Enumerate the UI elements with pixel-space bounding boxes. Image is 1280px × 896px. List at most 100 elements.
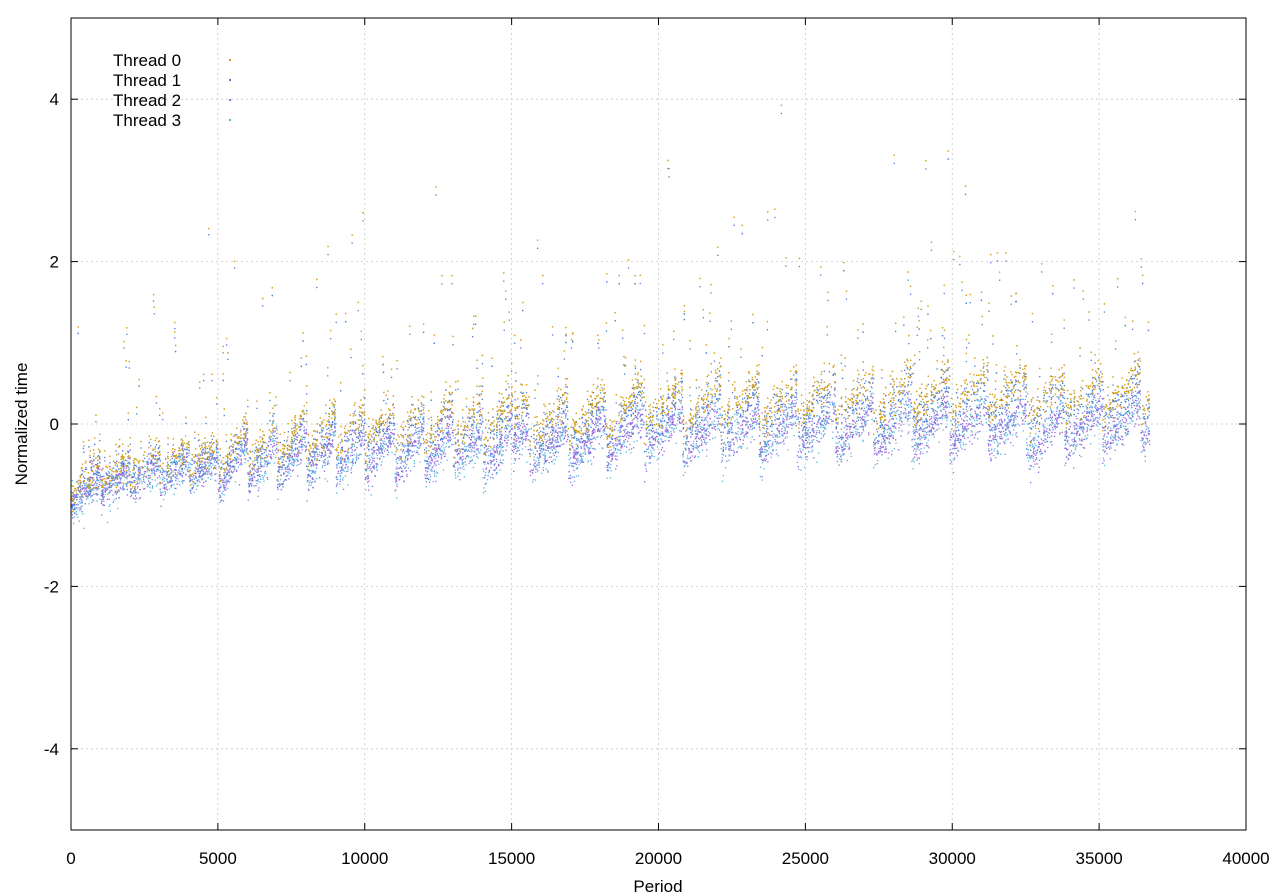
data-point (974, 419, 976, 422)
data-point (487, 474, 489, 477)
data-point (553, 444, 555, 446)
data-point (341, 472, 343, 474)
data-point (649, 437, 651, 439)
data-point (139, 488, 141, 491)
data-point (490, 463, 492, 465)
data-point (795, 394, 798, 396)
data-point (671, 427, 673, 429)
data-point (639, 408, 641, 410)
data-point (788, 403, 790, 405)
data-point (115, 473, 117, 476)
data-point (517, 436, 519, 438)
data-point (430, 452, 432, 454)
data-point (173, 451, 176, 453)
data-point (685, 462, 687, 464)
data-point (720, 448, 722, 450)
data-point (195, 477, 198, 479)
data-point (463, 448, 465, 451)
data-point (874, 449, 876, 452)
data-point (905, 401, 907, 403)
data-point (223, 481, 225, 483)
data-point (170, 486, 172, 488)
data-point (1082, 446, 1084, 449)
data-point (428, 463, 430, 465)
data-point (236, 470, 238, 473)
data-point (678, 412, 680, 414)
data-point (1099, 423, 1101, 426)
data-point (899, 419, 901, 422)
data-point (962, 430, 965, 432)
data-point (917, 457, 919, 459)
data-point (528, 417, 530, 419)
data-point (499, 469, 501, 471)
data-point (955, 427, 957, 429)
data-point (149, 487, 151, 489)
data-point (236, 461, 239, 463)
data-point (147, 478, 149, 480)
data-point (626, 423, 628, 425)
data-point (783, 426, 785, 428)
data-point (401, 470, 403, 472)
data-point (495, 446, 497, 448)
data-point (472, 466, 474, 469)
data-point (741, 416, 743, 418)
data-point (391, 451, 393, 454)
data-point (613, 429, 616, 431)
data-point (680, 412, 682, 414)
data-point (435, 480, 437, 483)
data-point (694, 433, 697, 435)
data-point (403, 452, 405, 454)
data-point (356, 453, 358, 455)
data-point (1137, 410, 1139, 412)
data-point (731, 428, 733, 430)
data-point (965, 423, 968, 425)
data-point (548, 446, 550, 448)
data-point (86, 489, 88, 491)
data-point (373, 468, 375, 470)
data-point (473, 445, 475, 447)
data-point (224, 489, 226, 491)
data-point (367, 485, 370, 487)
data-point (671, 419, 674, 421)
data-point (459, 467, 461, 469)
data-point (352, 459, 354, 461)
data-point (1007, 423, 1009, 425)
data-point (677, 414, 679, 416)
data-point (386, 449, 389, 451)
data-point (260, 461, 262, 463)
data-point (923, 434, 925, 436)
data-point (470, 429, 472, 431)
data-point (551, 449, 553, 451)
data-point (221, 481, 224, 484)
series-thread-3 (71, 386, 1150, 529)
data-point (817, 420, 819, 422)
data-point (880, 451, 882, 453)
data-point (584, 441, 587, 443)
data-point (860, 426, 862, 428)
data-point (1133, 413, 1135, 415)
data-point (111, 468, 113, 470)
data-point (1027, 457, 1029, 459)
data-point (931, 423, 933, 426)
data-point (1077, 431, 1079, 433)
data-point (544, 449, 547, 451)
data-point (885, 446, 887, 448)
data-point (373, 460, 375, 462)
data-point (274, 430, 276, 432)
data-point (295, 458, 297, 460)
data-point (281, 484, 284, 486)
data-point (871, 401, 873, 403)
data-point (979, 406, 981, 408)
data-point (100, 502, 103, 504)
data-point (824, 426, 826, 428)
data-point (801, 434, 804, 436)
data-point (595, 422, 597, 425)
data-point (841, 437, 843, 439)
data-point (621, 444, 623, 447)
data-point (345, 466, 347, 469)
data-point (784, 429, 786, 431)
data-point (580, 446, 582, 448)
data-point (980, 421, 982, 423)
data-point (1102, 446, 1104, 448)
data-point (800, 437, 802, 439)
